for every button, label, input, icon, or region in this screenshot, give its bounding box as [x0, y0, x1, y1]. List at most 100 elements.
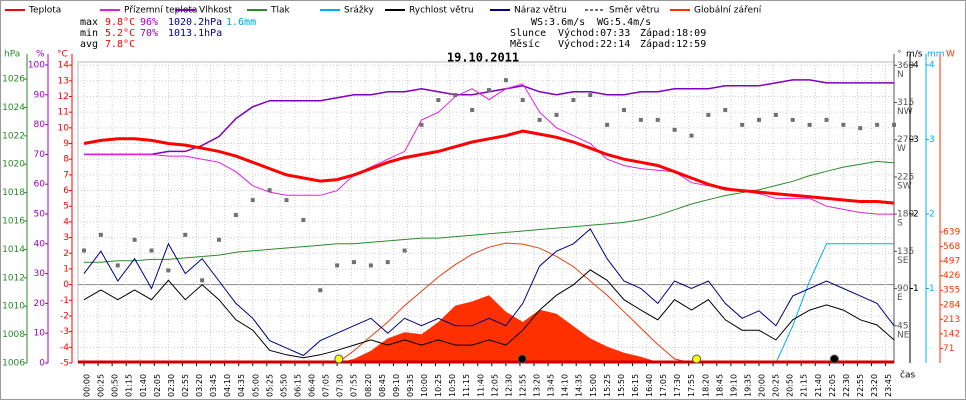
point — [571, 98, 576, 103]
wind-info: WS:3.6m/s — [531, 17, 585, 28]
point — [217, 237, 221, 242]
stat-value: 70% — [140, 28, 158, 39]
axis-unit: % — [36, 50, 45, 60]
x-tick-label: 05:25 — [265, 374, 274, 397]
axis-unit: mm — [927, 50, 945, 60]
point — [740, 122, 745, 127]
point — [352, 260, 356, 265]
y-tick-label: 1008 — [2, 330, 25, 340]
y-tick-label: 1 — [929, 284, 935, 294]
x-tick-label: 05:50 — [279, 374, 288, 397]
point — [773, 112, 778, 117]
legend-label: Globální záření — [694, 6, 762, 16]
y-tick-label: 13 — [58, 76, 69, 86]
x-tick-label: 10:25 — [434, 374, 443, 397]
legend-label: Srážky — [344, 6, 375, 16]
y-tick-label: 1 — [63, 264, 69, 274]
y-tick-label: 1018 — [2, 188, 25, 198]
y-tick-label: 1010 — [2, 302, 25, 312]
y-tick-label: 7 — [63, 170, 69, 180]
y-tick-label: 360 — [897, 61, 914, 71]
moon-name: Měsíc — [510, 38, 540, 50]
y-tick-label: 90 — [34, 90, 46, 100]
sun-name: Slunce — [510, 28, 546, 39]
y-tick-label: -3 — [60, 327, 69, 337]
axis-unit: °C — [57, 50, 68, 60]
x-tick-label: 20:00 — [758, 374, 767, 397]
y-tick-label: 3 — [913, 135, 919, 145]
x-tick-label: 00:25 — [97, 374, 106, 397]
y-tick-label: 284 — [943, 300, 960, 310]
y-tick-label: 30 — [34, 269, 46, 279]
y-tick-label: 1026 — [2, 75, 25, 85]
y-tick-compass: SE — [897, 256, 909, 266]
y-tick-label: 2 — [913, 209, 919, 219]
y-tick-label: -5 — [60, 359, 69, 369]
x-tick-label: 14:35 — [575, 374, 584, 397]
point — [419, 122, 424, 127]
y-tick-label: 213 — [943, 315, 960, 325]
point — [824, 117, 829, 122]
point — [605, 122, 610, 127]
x-tick-label: 18:20 — [701, 374, 710, 397]
axis-unit: W — [946, 50, 955, 60]
point — [82, 248, 86, 253]
wind-info: WG:5.4m/s — [597, 17, 651, 28]
y-tick-compass: NE — [897, 330, 910, 340]
y-tick-label: 0 — [39, 359, 45, 369]
legend-label: Teplota — [28, 6, 61, 16]
y-tick-label: 12 — [58, 92, 69, 102]
line — [83, 228, 895, 357]
y-tick-compass: W — [897, 144, 906, 154]
point — [284, 198, 289, 203]
y-tick-label: 1006 — [2, 359, 25, 369]
point — [368, 263, 373, 268]
moon-rise-marker — [829, 354, 839, 364]
y-tick-label: 1016 — [2, 217, 25, 227]
x-tick-label: 11:15 — [462, 374, 471, 397]
point — [723, 107, 728, 112]
stat-value: 1013.1hPa — [168, 28, 222, 39]
x-tick-label: 23:45 — [884, 374, 893, 397]
y-tick-label: -4 — [60, 343, 69, 353]
x-tick-label: 05:00 — [251, 374, 260, 397]
y-tick-label: 10 — [58, 123, 70, 133]
point — [115, 263, 120, 268]
line — [83, 129, 895, 205]
point — [453, 93, 458, 98]
y-tick-label: 4 — [913, 60, 919, 70]
point — [841, 122, 846, 127]
point — [200, 278, 205, 283]
point — [470, 107, 475, 112]
x-tick-label: 01:40 — [139, 374, 148, 397]
y-tick-label: 3 — [63, 233, 69, 243]
x-tick-label: 21:40 — [814, 374, 823, 397]
x-tick-label: 15:50 — [617, 374, 626, 397]
point — [98, 232, 103, 237]
x-axis-label: čas — [900, 370, 915, 381]
axis-unit: ° — [897, 50, 902, 60]
y-tick-label: 1014 — [2, 245, 25, 255]
point — [706, 112, 711, 117]
x-tick-label: 06:40 — [308, 374, 317, 397]
y-tick-label: 50 — [34, 209, 46, 219]
x-tick-label: 01:15 — [125, 374, 134, 397]
y-tick-label: 14 — [58, 61, 70, 71]
y-tick-label: 1022 — [2, 131, 25, 141]
y-tick-label: 0 — [63, 280, 69, 290]
y-tick-label: 355 — [943, 286, 960, 296]
point — [689, 133, 694, 138]
sun-rise: Východ:07:33 — [558, 27, 630, 39]
stat-value: 1.6mm — [226, 17, 256, 28]
point — [807, 122, 812, 127]
stat-value: 5.2°C — [105, 28, 135, 39]
stat-label: max — [80, 17, 98, 28]
y-tick-label: 4 — [929, 60, 935, 70]
x-tick-label: 14:10 — [561, 374, 570, 397]
point — [520, 98, 525, 103]
point — [503, 78, 508, 83]
moon-rise: Východ:22:14 — [558, 38, 630, 50]
x-tick-label: 10:50 — [448, 374, 457, 397]
moon-set-marker — [517, 354, 527, 364]
